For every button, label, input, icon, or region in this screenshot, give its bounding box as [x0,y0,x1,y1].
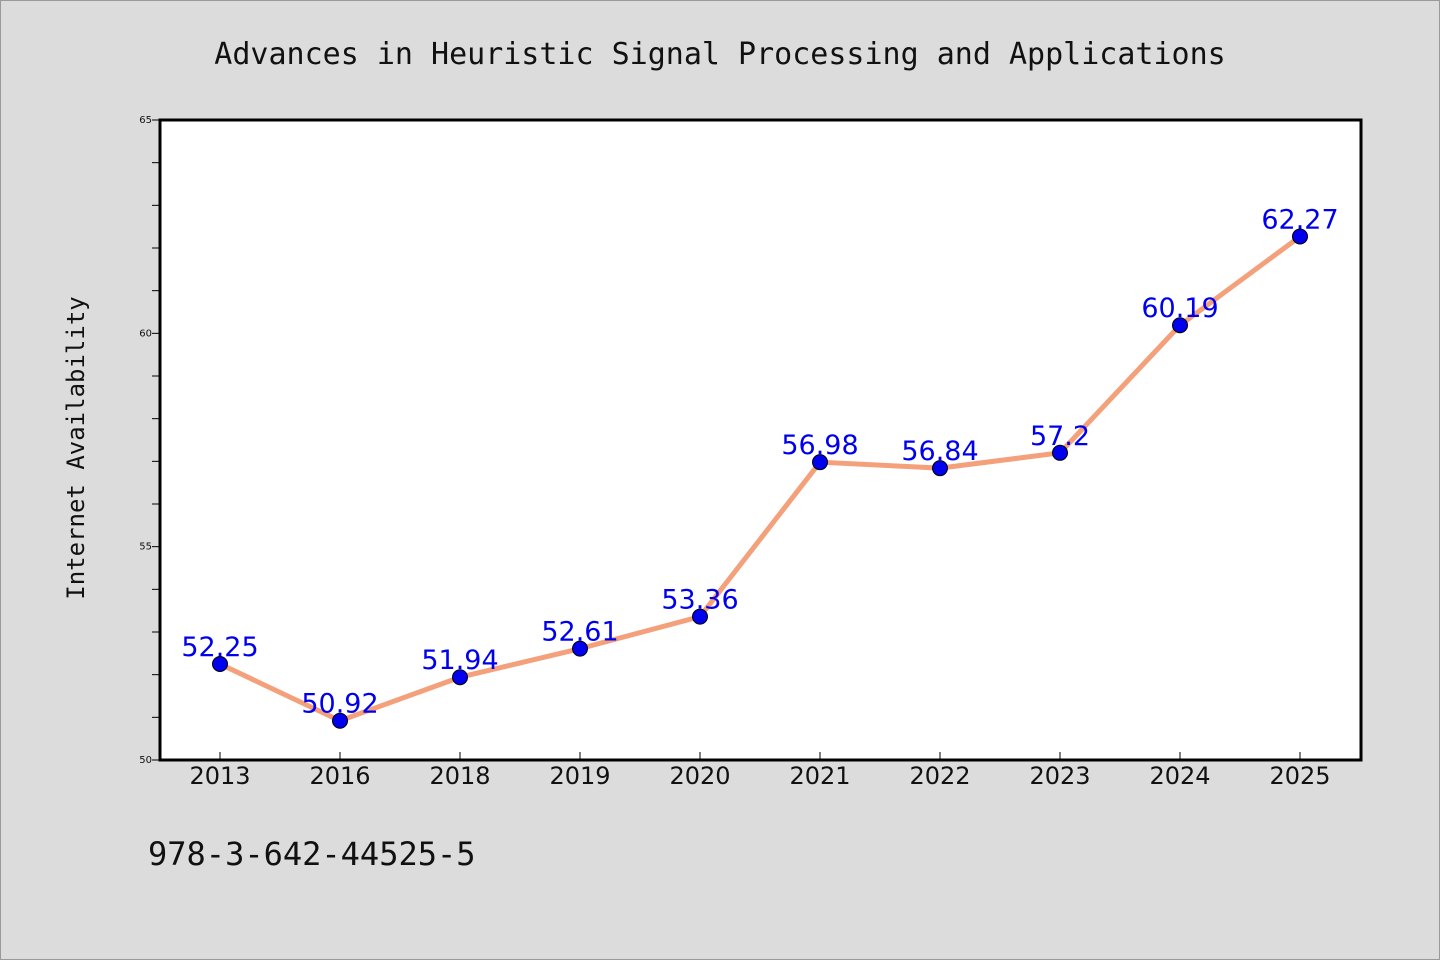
isbn-text: 978-3-642-44525-5 [148,835,476,873]
x-tick-label: 2025 [1269,762,1330,790]
data-point [212,656,228,672]
y-tick-label: 65 [139,115,152,126]
data-label: 56.98 [781,430,858,461]
x-tick-label: 2016 [309,762,370,790]
chart-title: Advances in Heuristic Signal Processing … [214,37,1225,72]
data-label: 52.25 [181,632,258,663]
data-label: 57.2 [1030,421,1090,452]
data-label: 52.61 [541,617,618,648]
y-axis-label: Internet Availability [62,296,90,599]
data-label: 53.36 [661,585,738,616]
data-point [572,640,588,657]
x-tick-label: 2023 [1029,762,1090,790]
x-tick-label: 2024 [1149,762,1210,790]
plot-area [158,118,1363,762]
x-tick-label: 2020 [669,762,730,790]
series-group: 52.25 50.92 51.94 52.61 53.36 56.98 56.84 57.2 6… [181,204,1339,729]
y-tick-label: 55 [139,542,152,553]
data-label: 56.84 [901,436,978,467]
x-axis-ticks: 2013 2016 2018 2019 2020 2021 2022 2023 2024 2025 [189,752,1331,790]
data-point [692,608,708,625]
x-tick-label: 2018 [429,762,490,790]
data-point [1052,444,1068,461]
data-label: 62.27 [1261,204,1338,235]
x-tick-label: 2021 [789,762,850,790]
data-label: 50.92 [301,689,378,720]
data-label: 51.94 [421,645,498,676]
y-tick-label: 60 [139,328,152,339]
x-tick-label: 2019 [549,762,610,790]
data-point [1172,317,1188,334]
y-tick-label: 50 [139,755,152,766]
data-point [1292,228,1308,245]
data-point [332,712,348,729]
x-tick-label: 2013 [189,762,250,790]
data-label: 60.19 [1141,293,1218,324]
data-point [452,669,468,686]
data-point [812,454,828,471]
series-line [217,233,1303,724]
y-axis-ticks: 50 55 60 65 [139,115,160,766]
x-tick-label: 2022 [909,762,970,790]
data-point [932,460,948,477]
